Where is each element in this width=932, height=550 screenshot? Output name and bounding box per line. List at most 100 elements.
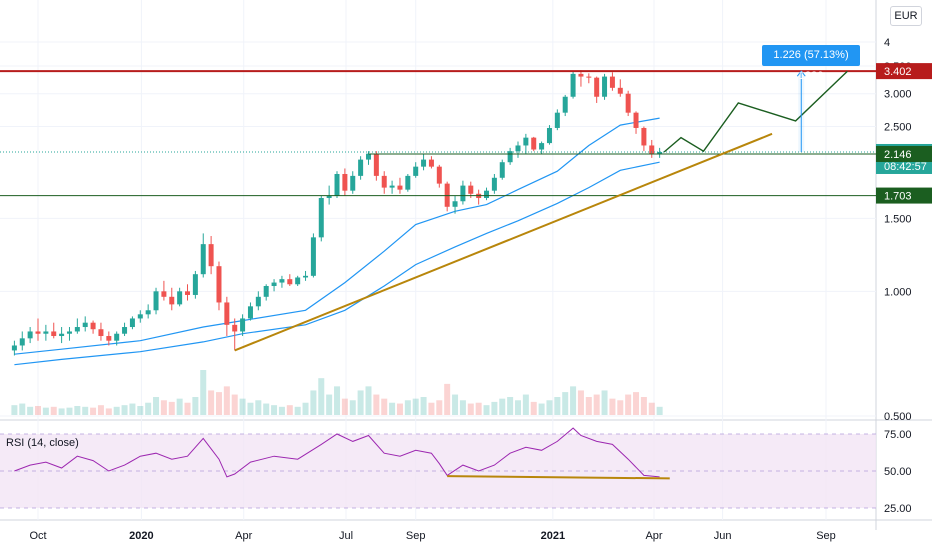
rsi-title: RSI (14, close) [6,437,79,449]
volume-bar [491,401,498,415]
volume-bar [326,394,333,415]
time-tick-label: Jun [714,530,732,542]
volume-bar [239,398,246,415]
currency-button[interactable]: EUR [890,6,922,26]
candle-body [531,137,537,150]
volume-bar [74,406,81,415]
volume-bar [271,405,278,415]
candle-body [641,127,647,146]
candle-body [491,177,497,191]
volume-bar [176,398,183,415]
volume-bar [475,402,482,415]
volume-bar [428,402,435,415]
drawings[interactable] [0,70,876,352]
price-tag-resistance-bg [876,63,932,80]
volume-bar [349,400,356,415]
candle-body [413,166,419,176]
moving-average-line [14,117,660,355]
candle-body [546,127,552,144]
candle-body [617,87,623,94]
volume-bar [215,392,222,415]
candle-body [421,159,427,167]
volume-bar [570,386,577,415]
volume-bar [546,400,553,415]
time-tick-label: Apr [235,530,252,542]
price-tag-support-bg [876,145,932,162]
candle-body [436,166,442,184]
volume-bar [530,401,537,415]
candle-body [192,274,198,295]
volume-bar [42,407,49,415]
candle-body [11,345,17,351]
candle-body [657,151,663,154]
volume-bar [459,400,466,415]
volume-bar [357,390,364,415]
measure-label: 1.226 (57.13%) 1226 [762,45,860,82]
volume-bar [452,394,459,415]
candle-body [216,266,222,303]
volume-bar [365,386,372,415]
candle-body [59,333,65,337]
grid [0,0,932,530]
volume-bar [278,406,285,415]
price-tag-support: 2.146 [884,149,912,161]
price-tag-support-2-bg [876,187,932,204]
volume-bar [11,405,18,415]
volume-bar [381,398,388,415]
candle-body [200,244,206,275]
trendline [234,132,773,352]
time-tick-label: Sep [406,530,426,542]
volume-bar [263,403,270,415]
candle-body [633,112,639,128]
volume-bar [129,403,136,415]
price-tick-label: 0.500 [884,411,912,423]
candle-body [358,159,364,176]
candle-body [562,96,568,113]
candle-body [539,143,545,150]
volume-bar [90,407,97,415]
volume-bar [334,386,341,415]
measure-arrow-head [796,70,806,77]
candle-body [586,76,592,78]
candle-body [19,338,25,346]
candle-body [114,333,120,341]
countdown-tag: 08:42:57 [884,161,927,173]
volume-bar [35,406,41,415]
candle-body [318,198,324,238]
volume-bar [625,394,632,415]
candle-body [389,185,395,188]
candle-body [405,175,411,190]
volume-bar [373,394,380,415]
volume-bar [168,401,175,415]
volume-bar [192,397,199,415]
candle-body [224,302,230,325]
candle-body [397,185,403,190]
rsi-line [14,427,660,478]
time-axis[interactable]: Oct 2020 Apr Jul Sep 2021 Apr Jun Sep [29,530,835,542]
volume-bar [522,394,529,415]
volume-bar [499,398,506,415]
candle-body [365,153,371,160]
price-axis[interactable]: 0.5001.0001.5002.5003.0003.500425.0050.0… [884,37,912,515]
candle-body [625,93,631,113]
candlesticks [11,70,663,356]
volume-bar [640,397,647,415]
price-tag-resistance: 3.402 [884,66,912,78]
candle-body [255,296,261,307]
rsi-tick-label: 25.00 [884,503,912,515]
candle-body [240,318,246,332]
price-tick-label: 3.000 [884,89,912,101]
volume-bar [467,403,474,415]
volume-bar [601,390,608,415]
candle-body [334,173,340,196]
candle-body [594,77,600,97]
rsi-tick-label: 50.00 [884,466,912,478]
volume-bar [562,392,569,415]
volume-bar [514,400,521,415]
volume-bar [420,397,427,415]
volume-bar [82,406,89,415]
time-tick-label: 2021 [541,530,565,542]
volume-bar [66,407,73,415]
volume-bar [507,397,514,415]
